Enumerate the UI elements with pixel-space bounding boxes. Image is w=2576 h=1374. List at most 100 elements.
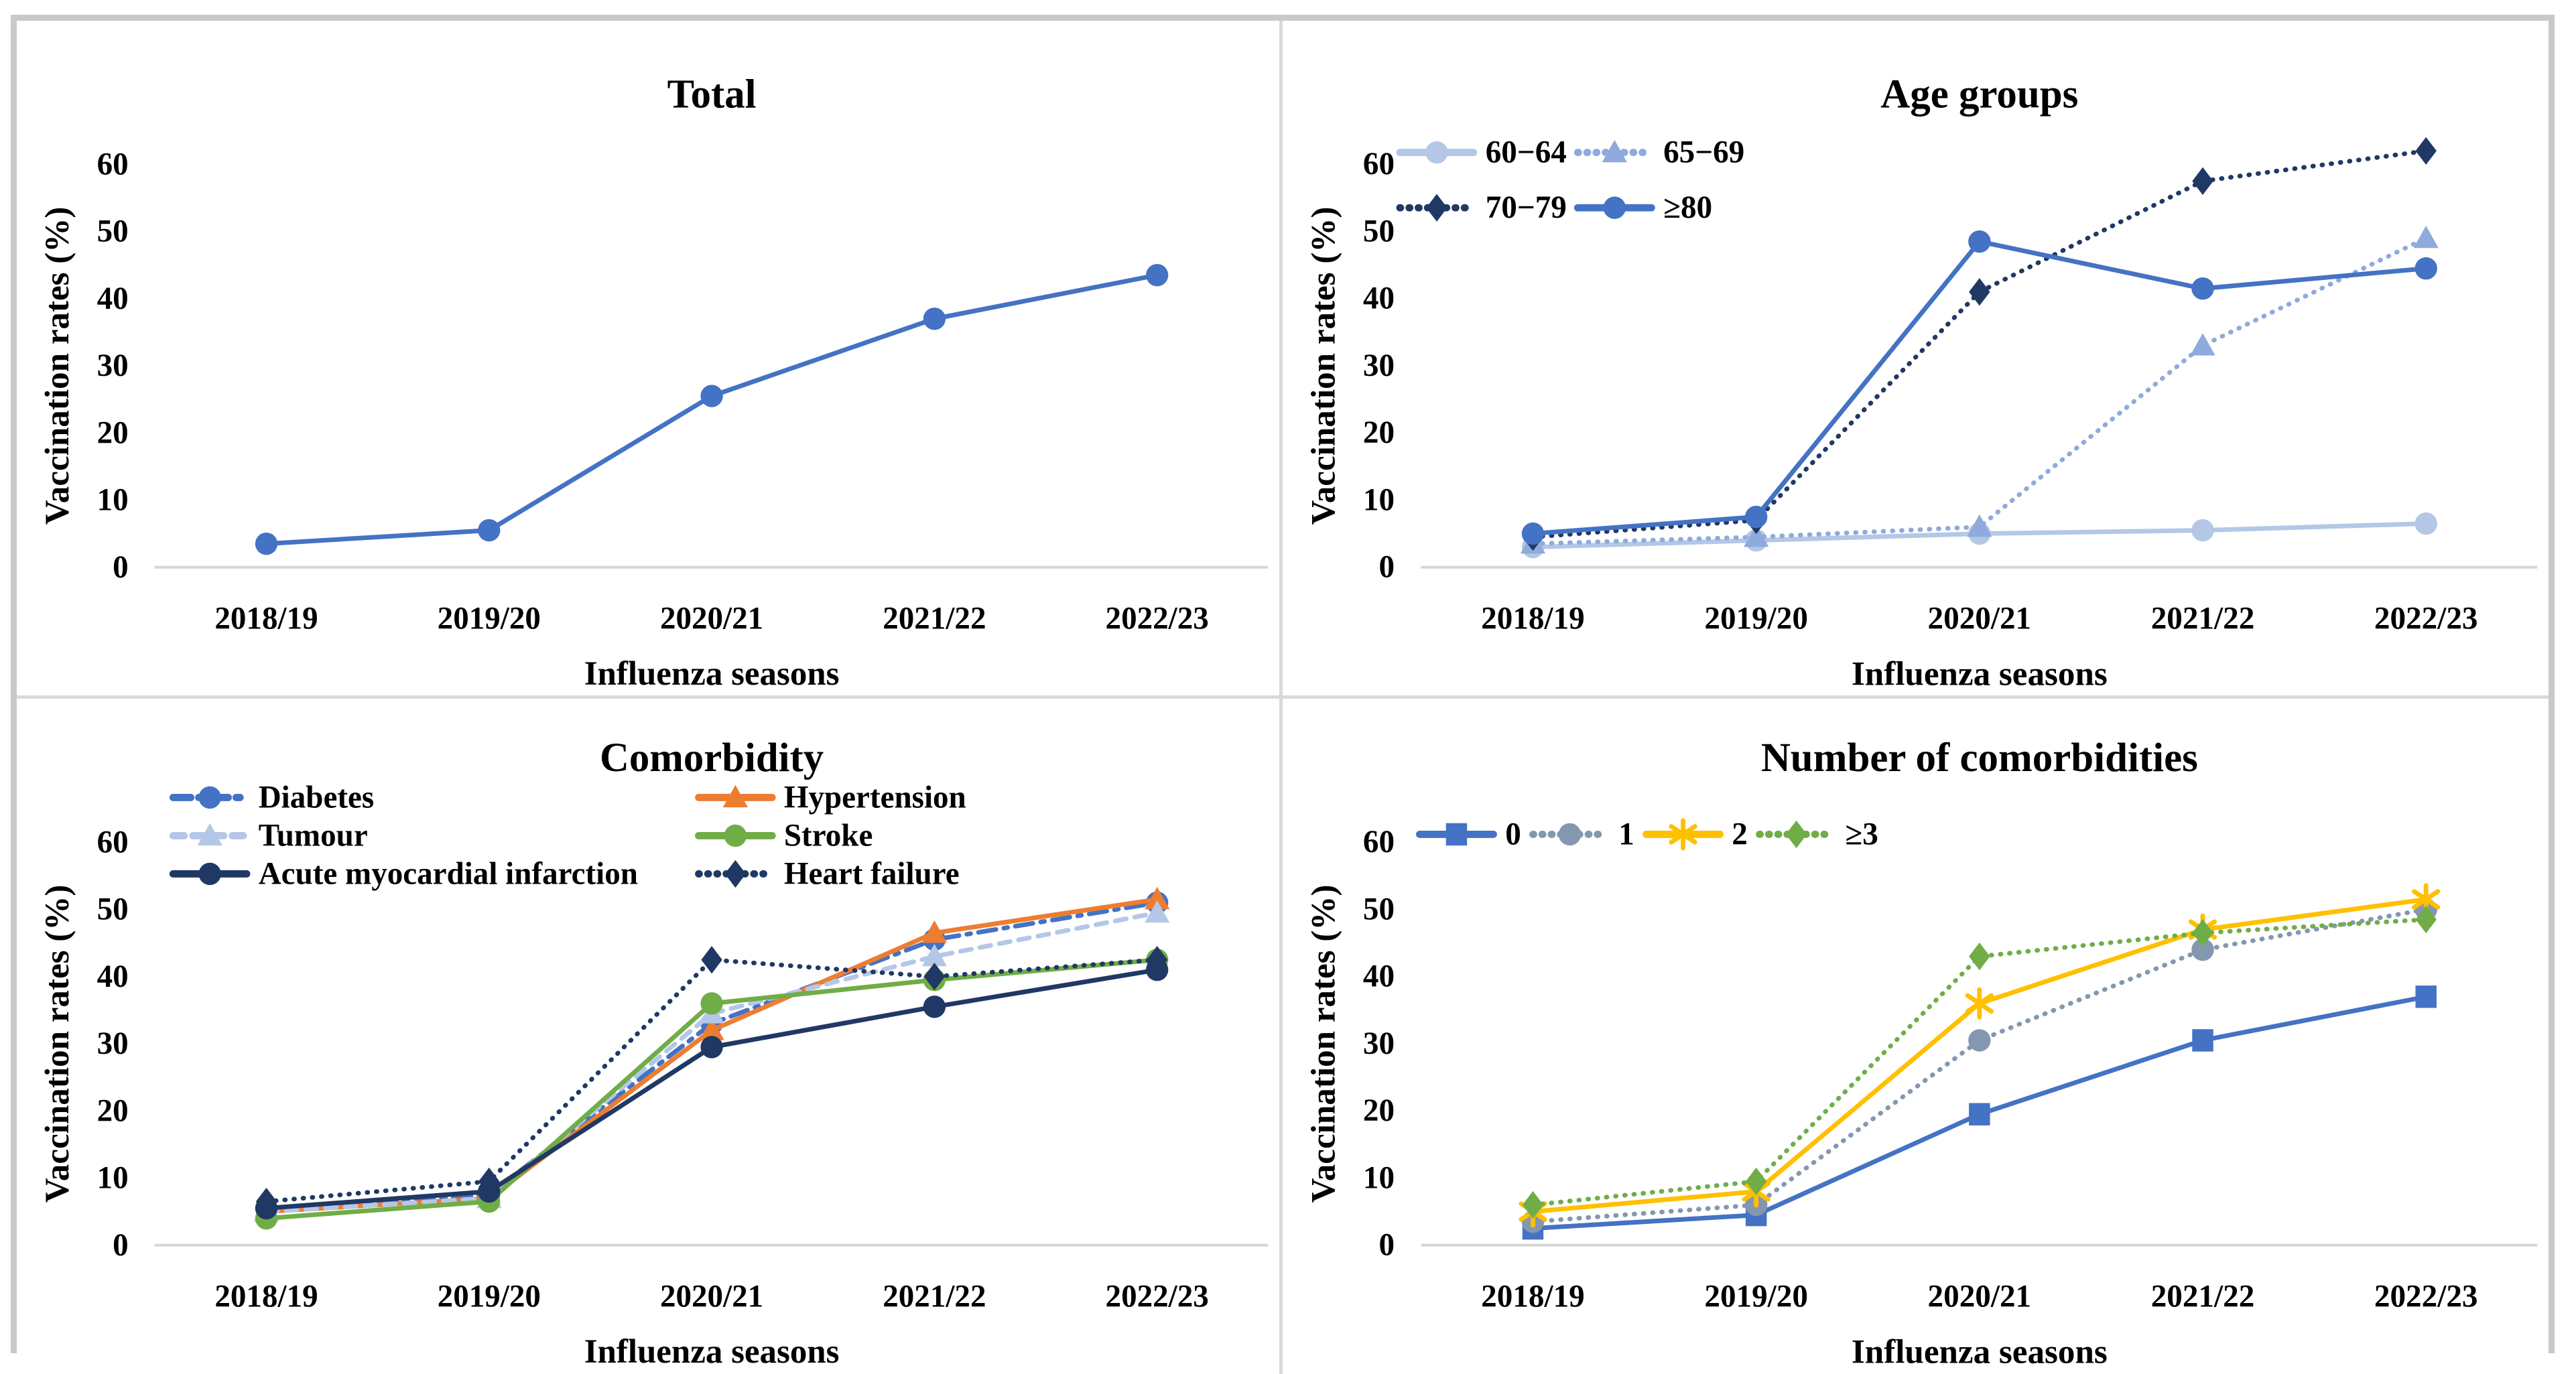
chart-title: Total xyxy=(667,72,757,117)
marker-circle xyxy=(1603,196,1626,219)
legend-label: Heart failure xyxy=(784,857,960,892)
marker-circle xyxy=(700,1036,723,1059)
marker-triangle xyxy=(197,823,222,846)
panel-age-groups: Age groups 0 10 20 30 40 50 60 2018/19 2019/20 202… xyxy=(1283,21,2549,699)
legend-item: 1 xyxy=(1529,817,1634,852)
legend-item: Acute myocardial infarction xyxy=(169,857,638,892)
y-tick-label: 30 xyxy=(97,348,129,383)
marker-circle xyxy=(1968,1029,1991,1052)
series-line xyxy=(1531,917,2429,1208)
marker-triangle xyxy=(2190,333,2215,356)
chart-title: Number of comorbidities xyxy=(1761,736,2198,780)
marker-circle xyxy=(1425,141,1448,164)
chart-comorbidity: Comorbidity 0 10 20 30 40 50 60 2018/19 2019/20 20… xyxy=(39,736,1269,1371)
x-tick-label: 2020/21 xyxy=(1928,601,2032,636)
legend-label: 0 xyxy=(1505,817,1521,852)
marker-triangle xyxy=(921,944,948,967)
y-tick-label: 60 xyxy=(1363,147,1395,182)
marker-circle xyxy=(1558,823,1582,846)
marker-diamond xyxy=(2192,919,2213,947)
marker-circle xyxy=(1521,522,1545,545)
x-tick-label: 2021/22 xyxy=(883,601,986,636)
marker-circle xyxy=(2414,512,2437,535)
marker-circle xyxy=(2191,939,2214,961)
panel-total: Total 0 10 20 30 40 50 60 2018/19 2019/20 2020/21 2… xyxy=(17,21,1283,699)
y-tick-label: 40 xyxy=(1363,959,1395,994)
y-axis-title: Vaccination rates (%) xyxy=(1304,885,1342,1203)
y-tick-label: 0 xyxy=(113,1228,129,1263)
chart-total: Total 0 10 20 30 40 50 60 2018/19 2019/20 2020/21 2… xyxy=(39,72,1269,693)
marker-circle xyxy=(700,385,723,407)
marker-square xyxy=(2192,1029,2213,1052)
marker-triangle xyxy=(1145,900,1170,923)
marker-triangle xyxy=(921,920,948,943)
marker-circle xyxy=(478,519,501,542)
x-tick-label: 2019/20 xyxy=(1704,1280,1808,1314)
marker-diamond xyxy=(1969,943,1990,971)
marker-triangle xyxy=(699,1018,724,1041)
marker-circle xyxy=(923,995,946,1018)
x-axis-title: Influenza seasons xyxy=(584,655,840,693)
chart-title: Comorbidity xyxy=(600,736,824,780)
y-tick-label: 10 xyxy=(1363,1161,1395,1196)
x-tick-label: 2021/22 xyxy=(883,1280,986,1314)
y-axis-title: Vaccination rates (%) xyxy=(1304,207,1342,525)
marker-square xyxy=(1445,823,1468,846)
y-tick-label: 30 xyxy=(97,1026,129,1061)
marker-triangle xyxy=(722,785,748,808)
x-tick-label: 2022/23 xyxy=(2374,1280,2478,1314)
marker-circle xyxy=(2414,257,2437,280)
marker-diamond xyxy=(2415,137,2437,165)
x-tick-label: 2018/19 xyxy=(1481,1280,1585,1314)
y-tick-label: 10 xyxy=(97,482,129,517)
legend-label: Acute myocardial infarction xyxy=(259,857,638,892)
y-tick-label: 20 xyxy=(1363,415,1395,450)
legend-label: 70−79 xyxy=(1486,190,1567,225)
legend-label: Tumour xyxy=(259,819,368,853)
marker-triangle xyxy=(1602,139,1628,163)
legend-item: 2 xyxy=(1643,817,1748,852)
marker-diamond xyxy=(1426,194,1447,222)
legend-label: 60−64 xyxy=(1486,135,1567,170)
y-tick-label: 60 xyxy=(97,147,129,182)
y-tick-label: 60 xyxy=(1363,825,1395,860)
panel-number-of-comorbidities: Number of comorbidities 0 10 20 30 40 50 60 2018… xyxy=(1283,699,2549,1374)
marker-triangle xyxy=(1145,887,1170,910)
legend-label: 65−69 xyxy=(1663,135,1744,170)
marker-circle xyxy=(724,825,747,847)
legend-item: 65−69 xyxy=(1573,135,1744,170)
x-tick-label: 2019/20 xyxy=(438,1280,541,1314)
legend-label: Hypertension xyxy=(784,780,966,815)
marker-circle xyxy=(1146,263,1169,287)
y-tick-label: 50 xyxy=(1363,214,1395,249)
x-tick-label: 2018/19 xyxy=(214,1280,318,1314)
marker-diamond xyxy=(923,963,946,991)
legend-item: ≥80 xyxy=(1573,190,1712,225)
marker-circle xyxy=(1744,505,1768,529)
panel-comorbidity: Comorbidity 0 10 20 30 40 50 60 2018/19 2019/20 20… xyxy=(17,699,1283,1374)
y-tick-label: 10 xyxy=(97,1161,129,1196)
x-axis-title: Influenza seasons xyxy=(1852,1333,2108,1371)
x-tick-label: 2020/21 xyxy=(1928,1280,2032,1314)
marker-circle xyxy=(923,307,946,330)
y-tick-label: 30 xyxy=(1363,1026,1395,1061)
marker-circle xyxy=(198,863,221,886)
figure-frame: Total 0 10 20 30 40 50 60 2018/19 2019/20 2020/21 2… xyxy=(11,15,2555,1374)
legend-label: Stroke xyxy=(784,819,873,853)
x-tick-label: 2022/23 xyxy=(2374,601,2478,636)
marker-circle xyxy=(2191,277,2214,300)
y-tick-label: 10 xyxy=(1363,482,1395,517)
x-tick-label: 2020/21 xyxy=(660,601,763,636)
marker-square xyxy=(2415,985,2437,1008)
marker-circle xyxy=(255,532,278,555)
marker-triangle xyxy=(1967,514,1992,537)
legend-label: ≥3 xyxy=(1845,817,1878,852)
y-tick-label: 20 xyxy=(97,415,129,450)
y-tick-label: 20 xyxy=(97,1094,129,1129)
y-tick-label: 50 xyxy=(1363,892,1395,927)
marker-square xyxy=(1969,1103,1990,1126)
legend-label: ≥80 xyxy=(1663,190,1712,225)
x-tick-label: 2018/19 xyxy=(214,601,318,636)
legend-item: Stroke xyxy=(695,819,873,853)
y-tick-label: 20 xyxy=(1363,1094,1395,1129)
